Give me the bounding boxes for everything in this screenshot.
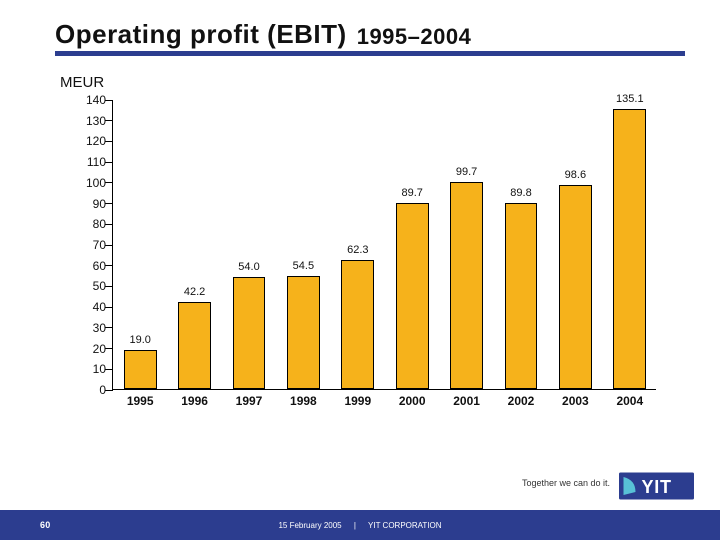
y-tick bbox=[105, 141, 113, 142]
plot-area: 010203040506070809010011012013014019.019… bbox=[112, 100, 656, 390]
footer-band: 60 15 February 2005 | YIT CORPORATION bbox=[0, 510, 720, 540]
bar-value-label: 42.2 bbox=[165, 286, 225, 298]
y-tick-label: 30 bbox=[93, 321, 106, 335]
bar bbox=[178, 302, 211, 389]
y-tick-label: 80 bbox=[93, 217, 106, 231]
bar-value-label: 54.0 bbox=[219, 261, 279, 273]
y-tick-label: 0 bbox=[99, 383, 106, 397]
y-tick bbox=[105, 182, 113, 183]
bar bbox=[341, 260, 374, 389]
y-tick-label: 110 bbox=[87, 155, 106, 169]
x-tick-label: 1999 bbox=[344, 394, 371, 408]
bar-value-label: 89.8 bbox=[491, 187, 551, 199]
footer-center: 15 February 2005 | YIT CORPORATION bbox=[278, 521, 441, 530]
bar bbox=[287, 276, 320, 389]
y-tick bbox=[105, 286, 113, 287]
bar bbox=[613, 109, 646, 389]
title-bar: Operating profit (EBIT) 1995–2004 bbox=[55, 14, 695, 52]
y-tick-label: 120 bbox=[86, 134, 106, 148]
x-tick-label: 1996 bbox=[181, 394, 208, 408]
x-tick-label: 2002 bbox=[508, 394, 535, 408]
yit-logo: YIT bbox=[619, 472, 694, 500]
footer-date: 15 February 2005 bbox=[278, 521, 341, 530]
bar bbox=[233, 277, 266, 389]
y-tick bbox=[105, 369, 113, 370]
bar-value-label: 99.7 bbox=[437, 166, 497, 178]
y-tick bbox=[105, 348, 113, 349]
bar bbox=[396, 203, 429, 389]
bar bbox=[124, 350, 157, 389]
y-tick bbox=[105, 224, 113, 225]
y-tick bbox=[105, 327, 113, 328]
page-title: Operating profit (EBIT) bbox=[55, 19, 347, 50]
tagline: Together we can do it. bbox=[522, 478, 610, 488]
bar-value-label: 19.0 bbox=[110, 334, 170, 346]
y-tick bbox=[105, 203, 113, 204]
bar-value-label: 135.1 bbox=[600, 93, 660, 105]
y-tick bbox=[105, 307, 113, 308]
y-tick-label: 90 bbox=[93, 197, 106, 211]
x-tick-label: 2001 bbox=[453, 394, 480, 408]
ebit-bar-chart: 010203040506070809010011012013014019.019… bbox=[70, 100, 656, 410]
bar bbox=[559, 185, 592, 389]
x-tick-label: 1998 bbox=[290, 394, 317, 408]
y-tick-label: 100 bbox=[86, 176, 106, 190]
x-tick-label: 2000 bbox=[399, 394, 426, 408]
footer-separator: | bbox=[354, 521, 356, 530]
x-tick-label: 1997 bbox=[236, 394, 263, 408]
y-tick bbox=[105, 245, 113, 246]
bar-value-label: 98.6 bbox=[545, 169, 605, 181]
y-tick bbox=[105, 162, 113, 163]
title-year-range: 1995–2004 bbox=[357, 24, 472, 50]
bar bbox=[450, 182, 483, 389]
bar-value-label: 89.7 bbox=[382, 187, 442, 199]
y-tick bbox=[105, 265, 113, 266]
footer-org: YIT CORPORATION bbox=[368, 521, 442, 530]
bar-value-label: 62.3 bbox=[328, 244, 388, 256]
slide: Operating profit (EBIT) 1995–2004 MEUR 0… bbox=[0, 0, 720, 540]
y-tick-label: 50 bbox=[93, 279, 106, 293]
x-tick-label: 2004 bbox=[616, 394, 643, 408]
y-tick-label: 130 bbox=[86, 114, 106, 128]
y-tick-label: 20 bbox=[93, 342, 106, 356]
y-tick-label: 140 bbox=[86, 93, 106, 107]
y-tick-label: 60 bbox=[93, 259, 106, 273]
y-tick bbox=[105, 100, 113, 101]
svg-text:YIT: YIT bbox=[642, 477, 672, 497]
y-axis-unit: MEUR bbox=[60, 74, 104, 91]
x-tick-label: 1995 bbox=[127, 394, 154, 408]
bar bbox=[505, 203, 538, 389]
x-tick-label: 2003 bbox=[562, 394, 589, 408]
y-tick bbox=[105, 120, 113, 121]
bar-value-label: 54.5 bbox=[273, 260, 333, 272]
y-tick-label: 70 bbox=[93, 238, 106, 252]
page-number: 60 bbox=[40, 520, 51, 530]
y-tick-label: 10 bbox=[93, 362, 106, 376]
y-tick-label: 40 bbox=[93, 300, 106, 314]
